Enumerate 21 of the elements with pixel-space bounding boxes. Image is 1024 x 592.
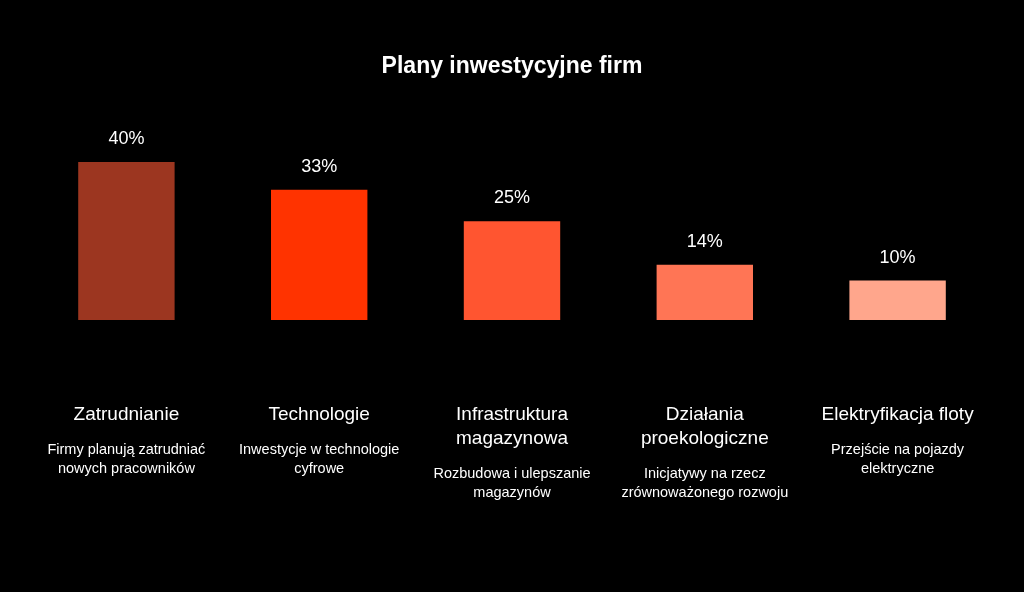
- chart-title: Plany inwestycyjne firm: [381, 52, 643, 78]
- bar: [849, 280, 946, 320]
- bar: [463, 221, 561, 320]
- text: Przejście na pojazdy elektryczne: [831, 441, 965, 476]
- data-label: 14%: [686, 230, 723, 251]
- data-label: 33%: [301, 155, 338, 176]
- data-label: 25%: [493, 187, 531, 208]
- x-tick-label: Elektryfikacja floty: [821, 403, 975, 424]
- bar: [78, 162, 175, 320]
- x-tick-label: Zatrudnianie: [73, 403, 180, 424]
- text: Firmy planują zatrudniać nowych pracowników: [47, 441, 206, 476]
- data-label: 10%: [879, 246, 916, 267]
- x-tick-label: Technologie: [268, 403, 370, 424]
- data-label: 40%: [108, 128, 145, 148]
- text: Inwestycje w technologie cyfrowe: [239, 441, 400, 476]
- bar: [271, 189, 368, 320]
- text: Rozbudowa i ulepszanie magazynów: [433, 465, 591, 500]
- bar: [656, 264, 753, 320]
- x-tick-label: Infrastruktura magazynowa: [456, 403, 569, 448]
- text: Inicjatywy na rzecz zrównoważonego rozwoju: [621, 465, 789, 500]
- x-tick-label: Działania proekologiczne: [640, 403, 769, 448]
